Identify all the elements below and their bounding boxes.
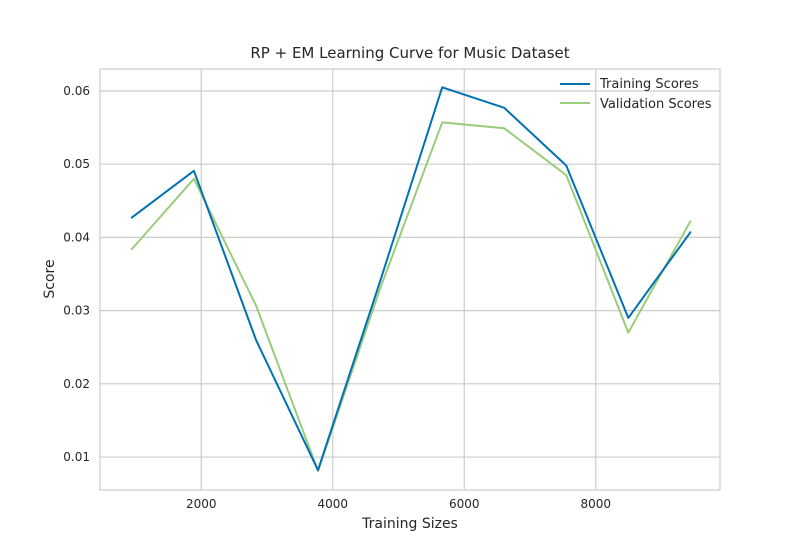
- y-tick-label: 0.03: [63, 304, 90, 318]
- y-axis-label: Score: [42, 259, 58, 298]
- validation-scores-line: [130, 121, 692, 472]
- y-tick-label: 0.06: [63, 84, 90, 98]
- x-axis-ticks: 2000 4000 6000 8000: [186, 497, 611, 511]
- legend-label-validation: Validation Scores: [600, 97, 712, 112]
- x-axis-label: Training Sizes: [361, 516, 458, 532]
- grid: [100, 69, 720, 490]
- y-tick-label: 0.02: [63, 377, 90, 391]
- y-tick-label: 0.04: [63, 230, 90, 244]
- x-tick-label: 4000: [317, 497, 348, 511]
- series-lines: [130, 86, 692, 472]
- y-axis-ticks: 0.01 0.02 0.03 0.04 0.05 0.06: [63, 84, 90, 464]
- plot-frame: [99, 68, 721, 491]
- x-tick-label: 6000: [449, 497, 480, 511]
- training-scores-line: [130, 86, 692, 472]
- legend: Training Scores Validation Scores: [560, 77, 712, 112]
- chart-title: RP + EM Learning Curve for Music Dataset: [250, 44, 569, 62]
- legend-label-training: Training Scores: [599, 77, 699, 92]
- y-tick-label: 0.01: [63, 450, 90, 464]
- y-tick-label: 0.05: [63, 157, 90, 171]
- x-tick-label: 8000: [580, 497, 611, 511]
- x-tick-label: 2000: [186, 497, 217, 511]
